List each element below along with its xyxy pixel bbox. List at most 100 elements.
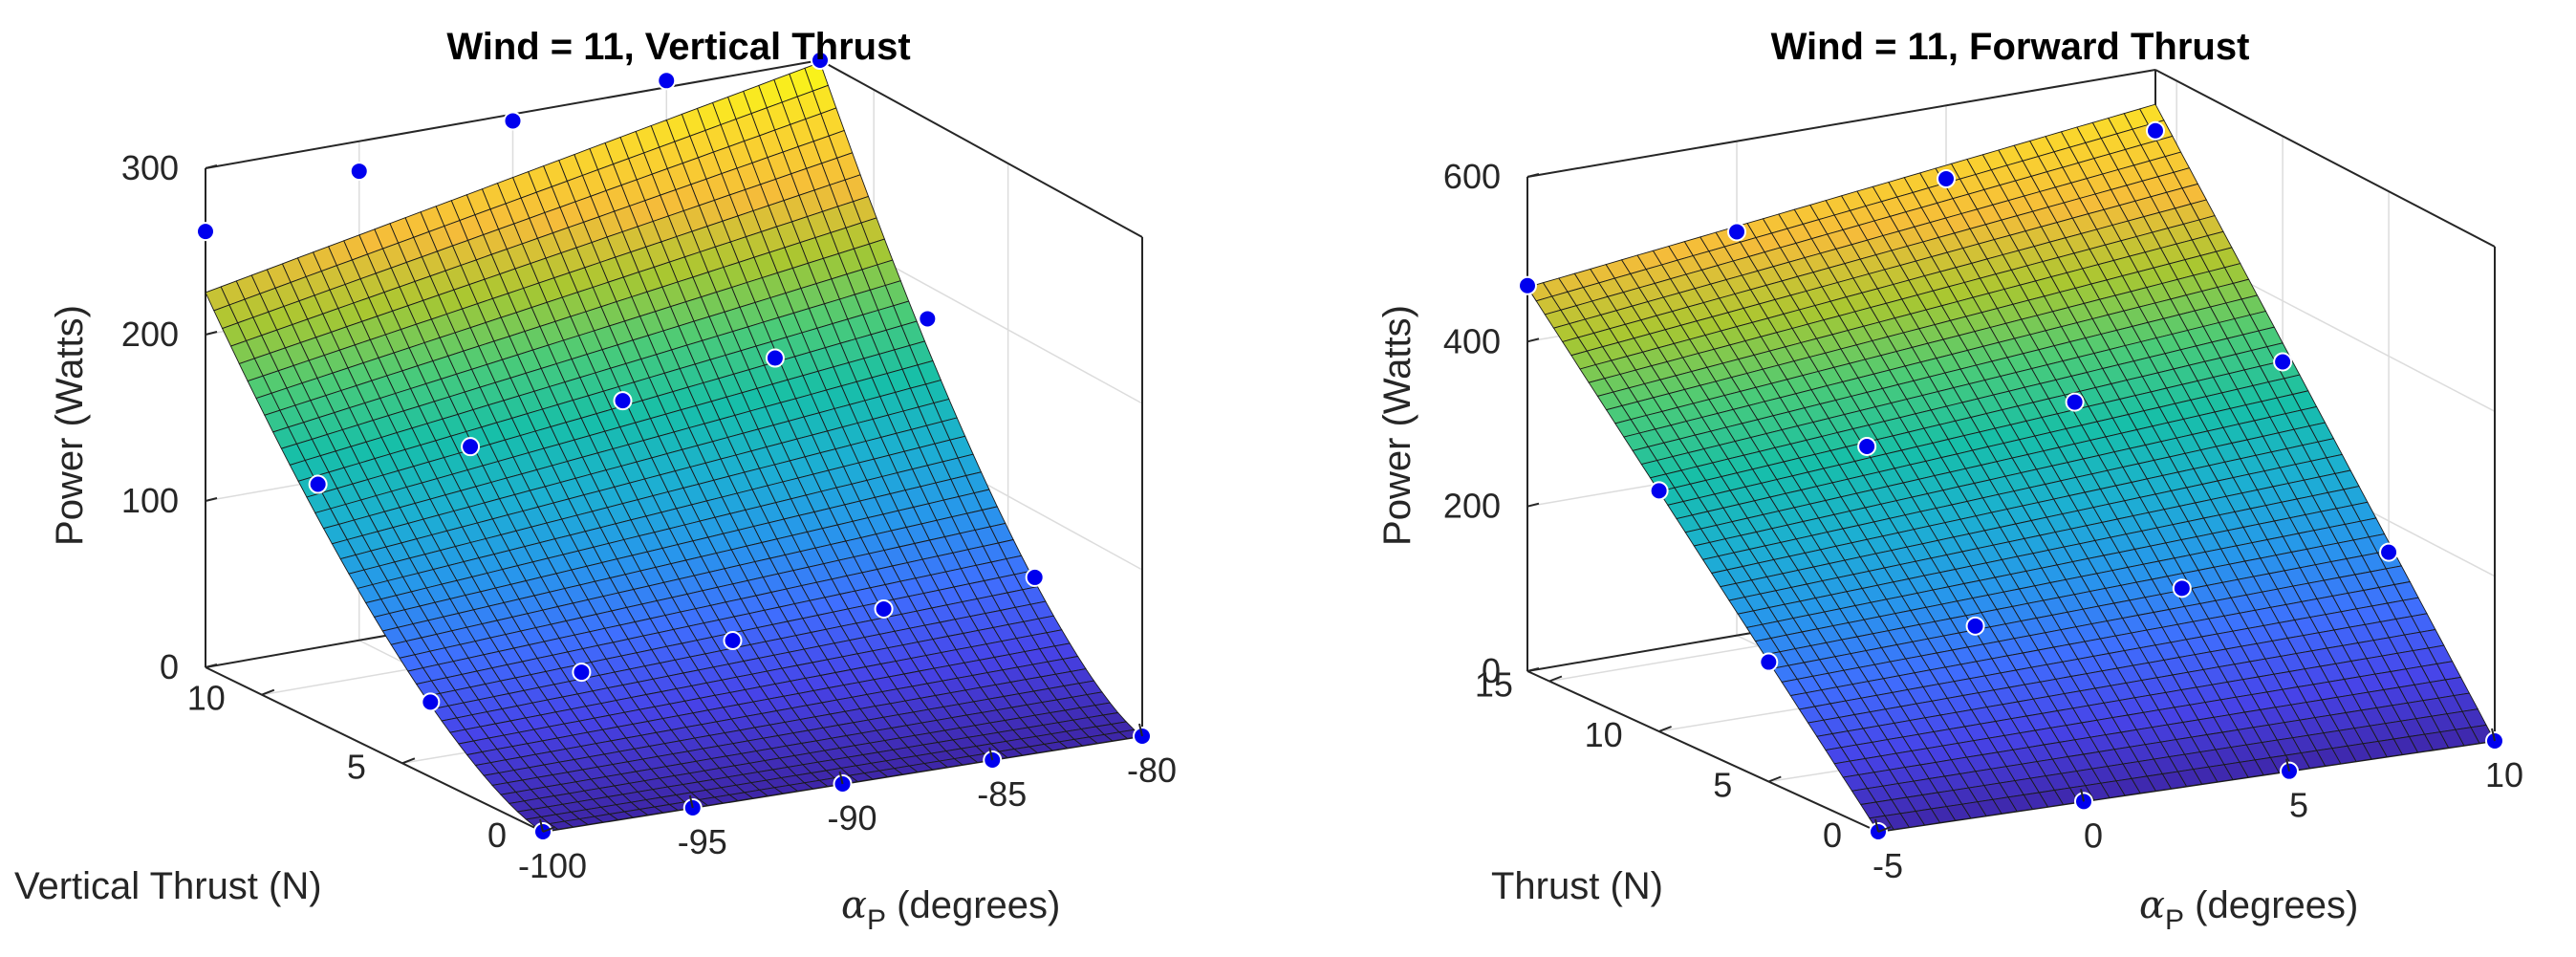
x-axis-label-subscript: P	[2165, 904, 2184, 936]
axis-edge	[1526, 69, 2156, 178]
x-tick-label: -85	[977, 774, 1027, 814]
z-axis-label: Power (Watts)	[49, 305, 91, 546]
surface-mesh	[1526, 103, 2496, 833]
y-tick-label: 10	[187, 679, 226, 718]
y-tick-mark	[1877, 826, 1892, 833]
y-axis-label: Thrust (N)	[1491, 865, 1663, 907]
y-tick-mark	[261, 688, 275, 696]
x-axis-label-units: (degrees)	[886, 884, 1060, 926]
y-tick-mark	[1548, 675, 1563, 683]
data-point	[2172, 578, 2192, 598]
x-tick-label: 10	[2485, 755, 2523, 794]
z-tick-label: 600	[1443, 157, 1501, 196]
z-tick-mark	[205, 331, 218, 336]
data-point	[613, 391, 633, 411]
z-tick-label: 200	[1443, 487, 1501, 526]
x-axis-label-subscript: P	[867, 904, 886, 936]
data-point	[2379, 542, 2399, 562]
data-point	[723, 631, 743, 651]
surface-mesh	[205, 61, 1144, 833]
z-axis-label: Power (Watts)	[1376, 305, 1418, 546]
data-point	[1937, 169, 1956, 189]
z-tick-label: 0	[160, 647, 179, 686]
y-tick-label: 5	[1713, 766, 1732, 805]
x-tick-label: 0	[2084, 816, 2103, 855]
x-tick-mark	[1138, 723, 1143, 737]
z-tick-mark	[1526, 337, 1540, 343]
x-axis-label-symbol: α	[2139, 883, 2165, 927]
y-tick-mark	[1767, 775, 1782, 783]
data-point	[421, 692, 441, 712]
surface-plot-forward-thrust: 0 200 400 600 -5 0 5 10 0 5 10 15 Power (Watts) Thrus…	[1376, 26, 2523, 936]
axis-edge	[1526, 670, 1879, 833]
z-tick-label: 0	[1482, 651, 1501, 690]
z-tick-mark	[1526, 667, 1540, 672]
x-tick-mark	[2285, 758, 2290, 772]
x-tick-label: -80	[1127, 750, 1177, 790]
data-points	[196, 51, 1152, 841]
data-point	[308, 474, 328, 494]
data-point	[461, 437, 481, 457]
x-axis-label-units: (degrees)	[2184, 884, 2358, 926]
z-tick-labels: 0 200 400 600	[1443, 157, 1540, 690]
chart-title-vertical-thrust: Wind = 11, Vertical Thrust	[446, 26, 910, 68]
axis-edge	[819, 59, 1143, 238]
x-axis-label-symbol: α	[841, 883, 867, 927]
y-tick-labels: 0 5 10	[187, 679, 556, 855]
y-tick-mark	[1658, 726, 1672, 732]
y-tick-mark	[542, 826, 556, 833]
y-tick-mark	[401, 757, 416, 765]
x-tick-label: 5	[2289, 786, 2308, 825]
data-points	[1518, 120, 2504, 841]
data-point	[2146, 120, 2165, 141]
z-tick-mark	[205, 497, 218, 502]
data-point	[1857, 436, 1877, 456]
y-tick-label: 5	[347, 747, 366, 786]
z-tick-label: 300	[121, 148, 179, 187]
x-tick-mark	[838, 771, 844, 785]
data-point	[503, 111, 523, 131]
x-tick-label: -90	[827, 798, 877, 837]
x-tick-labels: -100 -95 -90 -85 -80	[518, 723, 1177, 885]
z-tick-mark	[1526, 502, 1540, 508]
z-tick-mark	[205, 663, 218, 668]
data-point	[811, 51, 830, 70]
x-axis-label: αP (degrees)	[841, 883, 1060, 936]
data-point	[918, 309, 938, 329]
data-point	[1518, 275, 1537, 295]
data-point	[1727, 222, 1746, 242]
z-tick-labels: 0 100 200 300	[121, 148, 218, 686]
y-tick-labels: 0 5 10 15	[1475, 665, 1892, 855]
x-tick-mark	[1874, 818, 1879, 833]
z-tick-mark	[205, 164, 218, 169]
data-point	[349, 162, 369, 182]
x-axis-label: αP (degrees)	[2139, 883, 2358, 936]
x-tick-mark	[688, 794, 694, 809]
data-point	[874, 598, 894, 619]
data-point	[572, 663, 592, 683]
data-point	[1649, 481, 1669, 501]
surface-plot-vertical-thrust: 0 100 200 300 -100 -95 -90 -85 -80 0 5 10 Power (Wat…	[14, 26, 1177, 936]
y-tick-label: 10	[1585, 715, 1623, 754]
data-point	[1025, 567, 1045, 587]
data-point	[1965, 616, 1985, 636]
z-tick-label: 400	[1443, 321, 1501, 360]
x-tick-label: -100	[518, 846, 587, 885]
z-tick-label: 100	[121, 481, 179, 520]
y-tick-label: 0	[487, 816, 507, 855]
z-tick-label: 200	[121, 315, 179, 354]
axis-edge	[2154, 69, 2496, 248]
chart-title-forward-thrust: Wind = 11, Forward Thrust	[1771, 26, 2250, 68]
x-tick-mark	[2491, 728, 2496, 742]
z-tick-mark	[1526, 173, 1540, 178]
x-tick-label: -95	[678, 822, 727, 861]
x-tick-label: -5	[1872, 846, 1903, 885]
data-point	[657, 71, 677, 91]
y-axis-label: Vertical Thrust (N)	[14, 865, 322, 907]
data-point	[1759, 652, 1779, 672]
x-tick-mark	[988, 747, 994, 761]
y-tick-label: 15	[1475, 665, 1513, 705]
x-tick-mark	[539, 818, 544, 833]
data-point	[765, 348, 785, 368]
data-point	[2065, 392, 2085, 412]
